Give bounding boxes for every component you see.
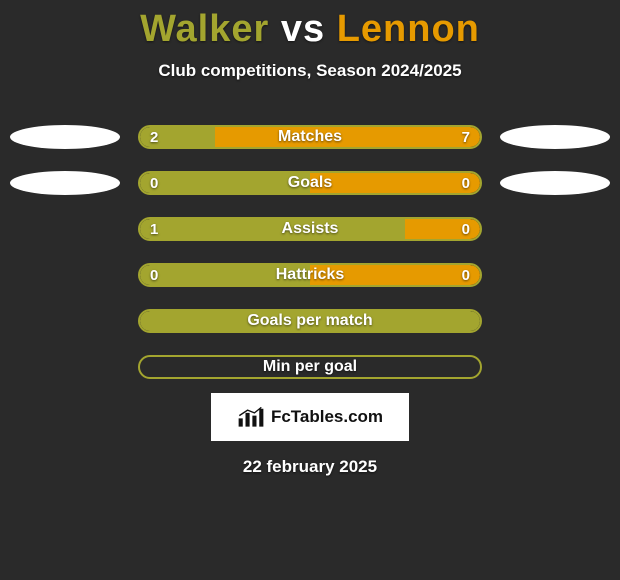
date-text: 22 february 2025 <box>243 457 377 477</box>
bar-left-fill <box>140 311 480 331</box>
stat-bar: 00Hattricks <box>138 263 482 287</box>
brand-logo: FcTables.com <box>211 393 409 441</box>
player-left-bubble <box>10 125 120 149</box>
bar-right-fill <box>310 173 480 193</box>
stat-row: Goals per match <box>10 309 610 333</box>
player-right-bubble <box>500 171 610 195</box>
brand-text: FcTables.com <box>271 407 383 427</box>
player-left-name: Walker <box>140 8 269 50</box>
title-vs: vs <box>281 8 325 50</box>
player-left-bubble <box>10 171 120 195</box>
bar-right-fill <box>215 127 480 147</box>
stat-bar: Min per goal <box>138 355 482 379</box>
stat-bar: 00Goals <box>138 171 482 195</box>
stat-bar: Goals per match <box>138 309 482 333</box>
player-right-name: Lennon <box>337 8 480 50</box>
stat-label: Min per goal <box>140 357 480 377</box>
chart-icon <box>237 406 265 428</box>
bar-right-fill <box>405 219 480 239</box>
stat-row: Min per goal <box>10 355 610 379</box>
stat-bar: 10Assists <box>138 217 482 241</box>
subtitle: Club competitions, Season 2024/2025 <box>158 61 461 81</box>
bar-left-fill <box>140 173 310 193</box>
stat-bar: 27Matches <box>138 125 482 149</box>
comparison-title: Walker vs Lennon <box>140 8 480 51</box>
stat-row: 00Goals <box>10 171 610 195</box>
stat-row: 10Assists <box>10 217 610 241</box>
comparison-chart: 27Matches 00Goals 10Assists 00Hattricks Goal… <box>10 125 610 379</box>
stat-row: 27Matches <box>10 125 610 149</box>
bar-left-fill <box>140 127 215 147</box>
bar-right-fill <box>310 265 480 285</box>
bar-left-fill <box>140 265 310 285</box>
stat-row: 00Hattricks <box>10 263 610 287</box>
player-right-bubble <box>500 125 610 149</box>
bar-left-fill <box>140 219 405 239</box>
